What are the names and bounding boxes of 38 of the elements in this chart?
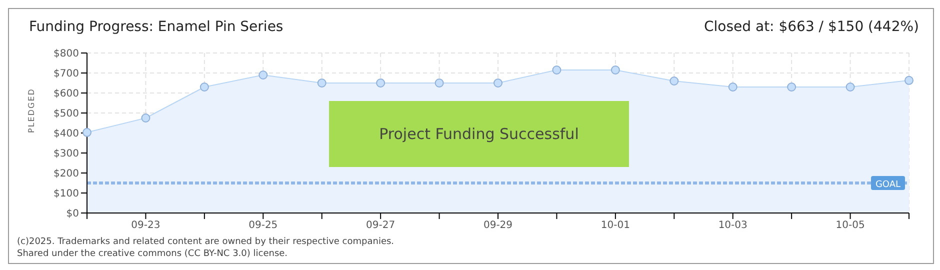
y-tick-label: $500 [54,108,79,120]
y-tick-label: $300 [54,148,79,160]
chart-title: Funding Progress: Enamel Pin Series [29,19,284,35]
point [200,82,209,92]
point [434,78,444,88]
point [317,78,326,88]
text: Shared under the creative commons (CC BY-NC 3.0) license. [17,248,289,260]
y-tick-label: $0 [66,208,79,220]
x-tick-label: 09-27 [366,220,396,232]
success-banner: Project Funding Successful [329,101,629,167]
point [82,128,92,137]
y-tick-label: $200 [54,168,79,180]
x-tick-label: 09-25 [248,220,278,232]
point [141,114,150,122]
text: (c)2025. Trademarks and related content are owned by their respective companies. [17,236,394,248]
y-tick-label: $400 [54,128,79,140]
x-tick-label: 10-05 [836,220,865,232]
point [670,76,679,86]
point [376,78,386,88]
point [494,78,502,88]
point [728,82,738,92]
point [258,70,268,80]
y-tick-label: $600 [54,88,79,100]
ref-line-label: GOAL [875,180,901,190]
x-tick-label: 09-23 [131,220,160,232]
y-axis-title: PLEDGED [26,88,36,133]
chart-subtitle: Closed at: $663 / $150 (442%) [704,19,919,35]
y-tick-label: $100 [54,188,79,200]
point [904,76,914,85]
y-tick-label: $700 [54,68,79,80]
x-tick-label: 10-01 [600,220,630,232]
y-tick-label: $800 [54,48,79,60]
point [610,66,620,74]
x-tick-label: 09-29 [483,220,513,232]
x-tick-label: 10-03 [718,220,748,232]
point [787,82,796,92]
point [846,82,855,92]
point [552,66,562,74]
